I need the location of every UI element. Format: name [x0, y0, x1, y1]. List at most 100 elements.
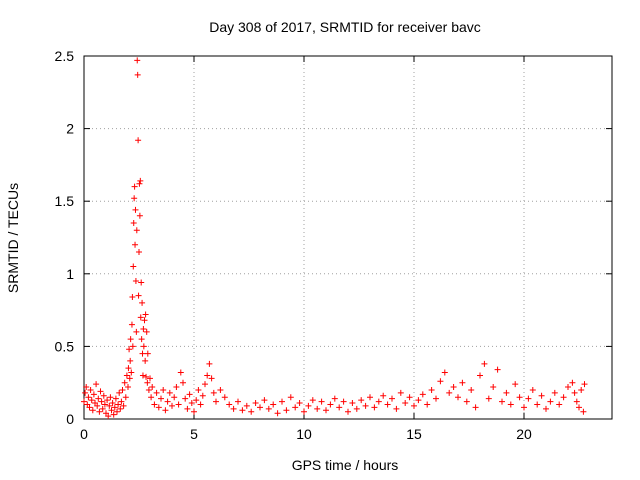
data-point — [459, 379, 466, 386]
data-point — [116, 389, 123, 396]
data-point — [210, 389, 217, 396]
data-point — [129, 343, 136, 350]
data-point — [100, 392, 107, 399]
data-point — [149, 384, 156, 391]
data-point — [177, 369, 184, 376]
data-point — [551, 389, 558, 396]
data-point — [130, 263, 137, 270]
data-point — [226, 401, 233, 408]
data-point — [193, 397, 200, 404]
data-point — [274, 410, 281, 417]
data-point — [115, 401, 122, 408]
data-point — [301, 408, 307, 415]
data-point — [463, 398, 470, 405]
data-point — [270, 401, 277, 408]
data-point — [81, 398, 87, 405]
data-point — [534, 401, 541, 408]
data-point — [507, 401, 514, 408]
x-tick-label: 5 — [190, 426, 198, 442]
data-point — [428, 386, 435, 393]
data-point — [108, 407, 115, 414]
data-point — [569, 379, 576, 386]
y-tick-labels: 0 0.5 1 1.5 2 2.5 — [55, 48, 75, 427]
y-tick-label: 2.5 — [55, 48, 75, 64]
data-point — [221, 394, 228, 401]
data-point — [472, 404, 479, 411]
data-point — [578, 386, 585, 393]
data-point — [182, 395, 189, 402]
data-point — [117, 405, 124, 412]
data-point — [521, 404, 527, 411]
data-point — [114, 408, 120, 415]
data-point — [336, 404, 343, 411]
data-point — [90, 391, 97, 398]
data-point — [125, 365, 132, 372]
data-point — [481, 360, 488, 367]
data-point — [135, 137, 142, 144]
data-point — [136, 180, 143, 187]
x-tick-label: 0 — [80, 426, 88, 442]
data-point — [136, 212, 143, 219]
data-point — [123, 372, 130, 379]
data-point — [188, 400, 195, 407]
data-point — [137, 177, 144, 184]
data-point — [111, 404, 118, 411]
data-point — [148, 394, 155, 401]
y-tick-label: 1.5 — [55, 193, 75, 209]
data-point — [130, 219, 137, 226]
data-point — [127, 357, 134, 364]
data-point — [110, 411, 117, 418]
data-point — [197, 401, 204, 408]
data-point — [93, 381, 100, 388]
data-point — [158, 395, 164, 402]
data-point — [143, 373, 150, 380]
data-point — [371, 404, 378, 411]
y-tick-label: 2 — [66, 121, 74, 137]
data-point — [477, 372, 483, 379]
data-point — [129, 294, 136, 301]
data-point — [139, 372, 146, 379]
data-point — [340, 398, 347, 405]
data-point — [411, 402, 417, 409]
data-point — [169, 402, 175, 409]
data-point — [155, 404, 162, 411]
ticks — [83, 55, 612, 420]
data-point — [230, 405, 237, 412]
data-point — [516, 394, 523, 401]
data-point — [208, 375, 215, 382]
data-point — [406, 394, 413, 401]
x-tick-label: 20 — [516, 426, 532, 442]
data-point — [468, 386, 475, 393]
data-point — [160, 386, 167, 393]
data-point — [145, 386, 152, 393]
data-point — [323, 407, 329, 414]
data-point — [132, 241, 139, 248]
data-point — [573, 398, 580, 405]
data-point — [173, 384, 180, 391]
data-point — [106, 402, 113, 409]
data-point — [142, 357, 149, 364]
data-point — [538, 392, 545, 399]
data-point — [127, 336, 134, 343]
data-point — [134, 57, 141, 64]
data-point — [98, 398, 105, 405]
data-point — [147, 375, 153, 382]
data-point — [88, 397, 95, 404]
data-point — [204, 372, 211, 379]
data-point — [136, 249, 142, 256]
y-tick-label: 0.5 — [55, 338, 75, 354]
data-point — [139, 299, 146, 306]
data-point — [132, 206, 139, 213]
data-point — [142, 311, 149, 318]
data-point — [437, 378, 444, 385]
data-point — [375, 398, 382, 405]
data-point — [529, 386, 536, 393]
data-point — [118, 398, 125, 405]
data-point — [571, 389, 578, 396]
data-point — [125, 384, 131, 391]
data-point — [144, 379, 151, 386]
data-point — [195, 386, 202, 393]
data-point — [490, 384, 497, 391]
data-point — [133, 227, 140, 234]
data-point — [455, 394, 461, 401]
